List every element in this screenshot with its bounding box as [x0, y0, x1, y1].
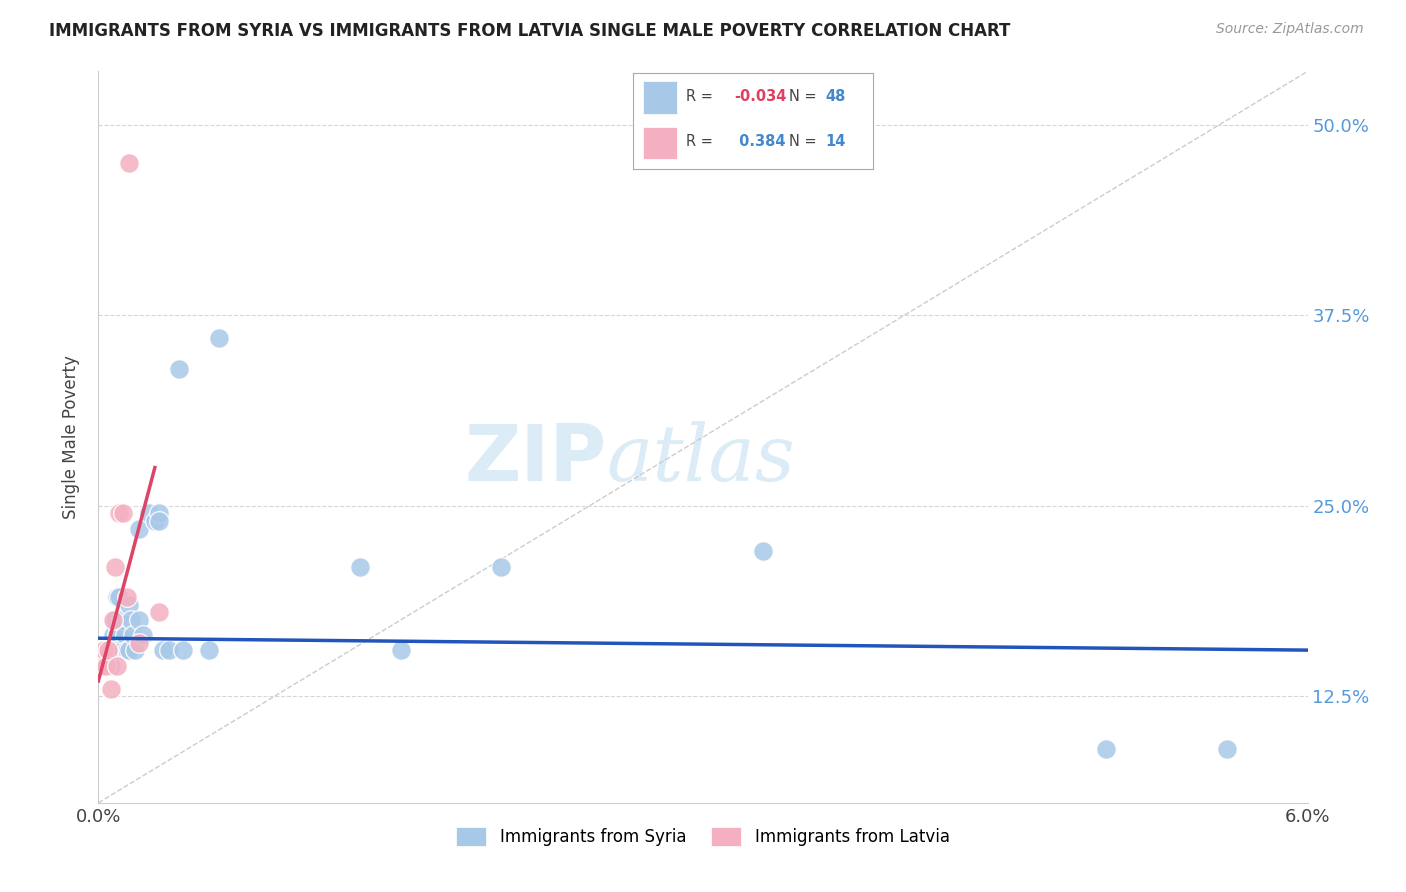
Point [103, 559, 125, 574]
Point [101, 628, 124, 642]
FancyBboxPatch shape [643, 127, 676, 160]
Point [91, 658, 114, 673]
Point [157, 643, 180, 657]
Point [105, 658, 128, 673]
Point [148, 514, 170, 528]
Text: R =: R = [686, 135, 717, 150]
Text: 0.384: 0.384 [734, 135, 786, 150]
Point [118, 156, 141, 170]
Text: ZIP: ZIP [464, 421, 606, 497]
Text: IMMIGRANTS FROM SYRIA VS IMMIGRANTS FROM LATVIA SINGLE MALE POVERTY CORRELATION : IMMIGRANTS FROM SYRIA VS IMMIGRANTS FROM… [49, 22, 1011, 40]
Point [97, 658, 120, 673]
Point [1216, 742, 1239, 756]
Point [148, 506, 170, 520]
Point [93, 643, 115, 657]
Point [93, 643, 115, 657]
Text: Source: ZipAtlas.com: Source: ZipAtlas.com [1216, 22, 1364, 37]
Y-axis label: Single Male Poverty: Single Male Poverty [62, 355, 80, 519]
Point [101, 613, 124, 627]
Text: atlas: atlas [606, 421, 794, 497]
Point [97, 643, 120, 657]
Point [349, 559, 371, 574]
Point [111, 643, 134, 657]
Point [115, 590, 138, 604]
Point [100, 643, 122, 657]
Point [97, 643, 120, 657]
Point [389, 643, 412, 657]
Point [132, 628, 155, 642]
Point [89, 658, 111, 673]
Point [111, 506, 134, 520]
Legend: Immigrants from Syria, Immigrants from Latvia: Immigrants from Syria, Immigrants from L… [450, 821, 956, 853]
Point [121, 628, 143, 642]
Text: N =: N = [789, 89, 821, 104]
Point [93, 658, 115, 673]
Point [89, 643, 111, 657]
Point [752, 544, 775, 558]
Point [100, 681, 122, 696]
Point [138, 506, 160, 520]
Text: -0.034: -0.034 [734, 89, 786, 104]
Point [115, 643, 138, 657]
Text: 14: 14 [825, 135, 845, 150]
Point [107, 643, 129, 657]
Point [143, 514, 166, 528]
Point [100, 658, 122, 673]
Point [114, 628, 136, 642]
Point [103, 643, 125, 657]
Point [118, 643, 141, 657]
Text: R =: R = [686, 89, 717, 104]
Point [208, 331, 231, 345]
Point [167, 361, 190, 376]
Point [491, 559, 513, 574]
Point [120, 613, 142, 627]
Point [110, 613, 132, 627]
Point [118, 598, 141, 612]
Point [96, 658, 118, 673]
Point [101, 643, 124, 657]
Point [96, 658, 118, 673]
Point [152, 643, 174, 657]
Point [148, 605, 170, 619]
Point [124, 643, 146, 657]
Point [105, 590, 128, 604]
FancyBboxPatch shape [643, 81, 676, 114]
Point [91, 643, 114, 657]
Point [1095, 742, 1118, 756]
Text: N =: N = [789, 135, 821, 150]
Text: 48: 48 [825, 89, 845, 104]
Point [107, 643, 129, 657]
Point [107, 590, 129, 604]
Point [172, 643, 194, 657]
Point [128, 613, 150, 627]
Point [128, 636, 150, 650]
Point [91, 658, 114, 673]
Point [198, 643, 221, 657]
Point [96, 643, 118, 657]
Point [128, 521, 150, 535]
Point [103, 613, 125, 627]
Point [107, 506, 129, 520]
Point [105, 628, 128, 642]
